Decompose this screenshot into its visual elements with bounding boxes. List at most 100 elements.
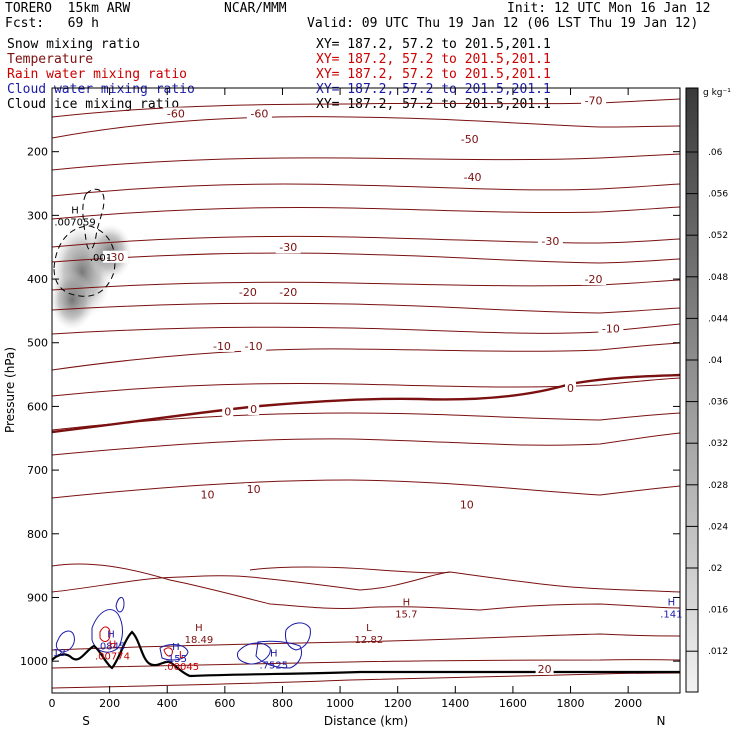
isotherm-label-bg bbox=[102, 250, 128, 263]
isotherm-label-bg bbox=[460, 171, 486, 184]
extremum-value: .7525 bbox=[259, 661, 288, 672]
extremum-value: .001 bbox=[90, 253, 112, 264]
isotherm-labels: -70 -60 -60 -50 -40 -30 -30 -30 -20 -20 -20 -10 -10 -… bbox=[102, 94, 624, 676]
isotherm-label-bg bbox=[581, 94, 607, 107]
extremum-value: 18.49 bbox=[185, 635, 214, 646]
extremum-marker: H bbox=[403, 598, 411, 609]
isotherm-label: -10 bbox=[213, 340, 231, 353]
y-tick-label: 700 bbox=[27, 464, 48, 477]
field-rain: Rain water mixing ratio bbox=[7, 67, 188, 82]
extremum-marker: L bbox=[366, 623, 372, 634]
xy-cloud-water: XY= 187.2, 57.2 to 201.5,201.1 bbox=[316, 82, 551, 97]
isotherm-label-bg bbox=[244, 483, 263, 496]
center-label: NCAR/MMM bbox=[224, 1, 287, 16]
colorbar-tick-label: .048 bbox=[708, 273, 728, 283]
colorbar-unit: g kg⁻¹ bbox=[703, 88, 731, 98]
isotherm-label: 0 bbox=[567, 382, 574, 395]
isotherm-label: -60 bbox=[250, 107, 268, 120]
y-tick-label: 200 bbox=[27, 146, 48, 159]
extremum-value: .0845 bbox=[97, 642, 126, 653]
isotherm-label: -20 bbox=[279, 286, 297, 299]
isotherm-label: 10 bbox=[460, 498, 474, 511]
terrain-line bbox=[51, 630, 680, 678]
xy-cloud-ice: XY= 187.2, 57.2 to 201.5,201.1 bbox=[316, 97, 551, 112]
xy-temperature: XY= 187.2, 57.2 to 201.5,201.1 bbox=[316, 52, 551, 67]
extremum-marker: L bbox=[179, 650, 185, 661]
extremum-value: 18 bbox=[53, 648, 66, 659]
extremum-value: 15.7 bbox=[395, 610, 417, 621]
x-end-south: S bbox=[82, 714, 90, 728]
isotherm-label: -30 bbox=[106, 251, 124, 264]
y-tick-label: 1000 bbox=[20, 655, 48, 668]
extremum-marker: H bbox=[270, 649, 278, 660]
isotherm-label-bg bbox=[241, 339, 267, 352]
x-tick-label: 1400 bbox=[441, 697, 469, 710]
extremum-marker: H bbox=[172, 642, 180, 653]
rain-contours bbox=[99, 626, 173, 657]
x-axis: 0 200 400 600 800 1000 1200 1400 1600 1800 2000 bbox=[49, 88, 642, 710]
colorbar-tick-label: .012 bbox=[708, 647, 728, 657]
colorbar-tick-label: .056 bbox=[708, 190, 728, 200]
isotherm-label: -20 bbox=[239, 286, 257, 299]
isotherm-label: 20 bbox=[538, 663, 552, 676]
x-tick-label: 1800 bbox=[557, 697, 585, 710]
colorbar-tick-label: .028 bbox=[708, 481, 728, 491]
colorbar-tick-label: .06 bbox=[708, 148, 723, 158]
xy-snow: XY= 187.2, 57.2 to 201.5,201.1 bbox=[316, 37, 551, 52]
extrema-labels: H.007059.001H15.7H18.49L12.82H.141H.155H… bbox=[53, 205, 683, 673]
x-end-north: N bbox=[657, 714, 666, 728]
isotherm-label-bg bbox=[457, 132, 483, 145]
colorbar-tick-label: .04 bbox=[708, 356, 723, 366]
isotherm-label-bg bbox=[246, 107, 272, 120]
isotherm-label-bg bbox=[248, 402, 260, 415]
extremum-value: 12.82 bbox=[355, 635, 384, 646]
isotherm-label: -60 bbox=[167, 107, 185, 120]
y-tick-label: 500 bbox=[27, 337, 48, 350]
isotherm-lines bbox=[52, 98, 680, 689]
colorbar bbox=[685, 87, 699, 693]
freezing-level-line bbox=[52, 373, 680, 434]
snow-contours bbox=[53, 188, 116, 297]
isotherm-label: -10 bbox=[245, 340, 263, 353]
plot-frame bbox=[51, 87, 681, 694]
isotherm-label-bg bbox=[598, 322, 624, 335]
extremum-value: .155 bbox=[165, 654, 187, 665]
field-snow: Snow mixing ratio bbox=[7, 37, 141, 52]
extremum-value: .007059 bbox=[54, 217, 95, 228]
isotherm-label-bg bbox=[581, 273, 607, 286]
model-title: TORERO 15km ARW bbox=[5, 1, 131, 16]
isotherm-label: -30 bbox=[541, 235, 559, 248]
snow-shading bbox=[52, 224, 132, 330]
extremum-marker: H bbox=[107, 630, 115, 641]
extremum-marker: H bbox=[668, 598, 676, 609]
colorbar-tick-label: .016 bbox=[708, 606, 728, 616]
y-tick-label: 900 bbox=[27, 591, 48, 604]
y-tick-label: 400 bbox=[27, 273, 48, 286]
isotherm-label-bg bbox=[163, 107, 189, 120]
y-tick-label: 300 bbox=[27, 209, 48, 222]
x-axis-label: Distance (km) bbox=[324, 714, 408, 728]
field-cloud-water: Cloud water mixing ratio bbox=[7, 82, 195, 97]
valid-time: Valid: 09 UTC Thu 19 Jan 12 (06 LST Thu … bbox=[307, 16, 699, 31]
isotherm-label-bg bbox=[457, 498, 476, 511]
x-tick-label: 800 bbox=[272, 697, 293, 710]
isotherm-label-bg bbox=[565, 381, 577, 394]
x-tick-label: 1000 bbox=[326, 697, 354, 710]
x-tick-label: 600 bbox=[214, 697, 235, 710]
isotherm-label: 10 bbox=[247, 483, 261, 496]
extremum-marker: H bbox=[71, 205, 79, 216]
isotherm-label-bg bbox=[275, 285, 301, 298]
forecast-hour: Fcst: 69 h bbox=[5, 16, 99, 31]
x-tick-label: 1200 bbox=[384, 697, 412, 710]
y-axis-label: Pressure (hPa) bbox=[3, 347, 17, 433]
x-tick-label: 1600 bbox=[499, 697, 527, 710]
x-tick-label: 0 bbox=[49, 697, 56, 710]
extremum-marker: H bbox=[109, 640, 117, 651]
isotherm-label: -30 bbox=[279, 241, 297, 254]
colorbar-tick-label: .036 bbox=[708, 398, 728, 408]
y-tick-label: 800 bbox=[27, 528, 48, 541]
colorbar-ticks: .06 .056 .052 .048 .044 .04 .036 .032 .028 .024 .0… bbox=[686, 148, 728, 657]
x-tick-label: 2000 bbox=[614, 697, 642, 710]
